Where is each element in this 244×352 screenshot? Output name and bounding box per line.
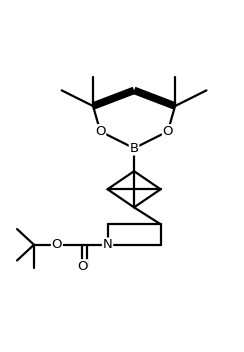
Text: B: B xyxy=(130,142,139,155)
Text: O: O xyxy=(52,238,62,251)
Text: O: O xyxy=(95,125,106,138)
Text: N: N xyxy=(103,238,112,251)
Text: O: O xyxy=(163,125,173,138)
Text: O: O xyxy=(77,260,87,273)
